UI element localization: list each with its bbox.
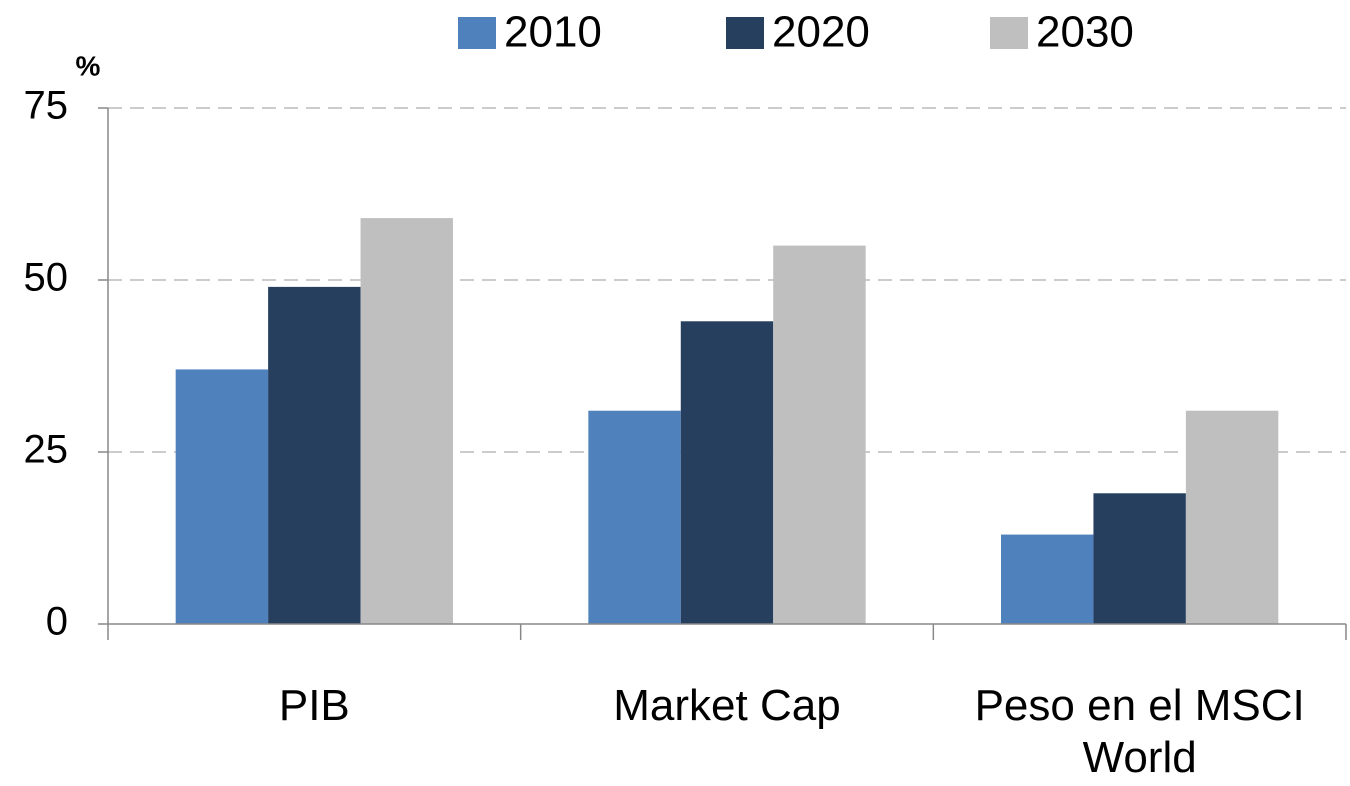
bar xyxy=(1001,534,1094,624)
bar xyxy=(360,218,453,624)
x-tick-label: Peso en el MSCI World xyxy=(974,681,1305,782)
bar xyxy=(268,286,361,624)
legend-swatch xyxy=(726,17,764,49)
bar xyxy=(1093,493,1186,624)
bar xyxy=(1185,410,1279,624)
bar xyxy=(588,410,681,624)
x-tick-label: PIB xyxy=(278,681,350,730)
legend-label: 2020 xyxy=(772,8,870,57)
legend-swatch xyxy=(458,17,496,49)
bar xyxy=(175,369,269,624)
y-tick-label: 0 xyxy=(46,600,68,644)
y-axis-label: % xyxy=(76,50,101,81)
bar xyxy=(773,245,866,624)
y-tick-label: 50 xyxy=(24,256,69,300)
legend-label: 2010 xyxy=(504,8,602,57)
bar xyxy=(680,321,774,624)
y-tick-label: 25 xyxy=(24,428,69,472)
x-tick-label: Market Cap xyxy=(613,681,841,730)
legend-swatch xyxy=(990,17,1028,49)
legend-label: 2030 xyxy=(1036,8,1134,57)
y-tick-label: 75 xyxy=(24,84,69,128)
